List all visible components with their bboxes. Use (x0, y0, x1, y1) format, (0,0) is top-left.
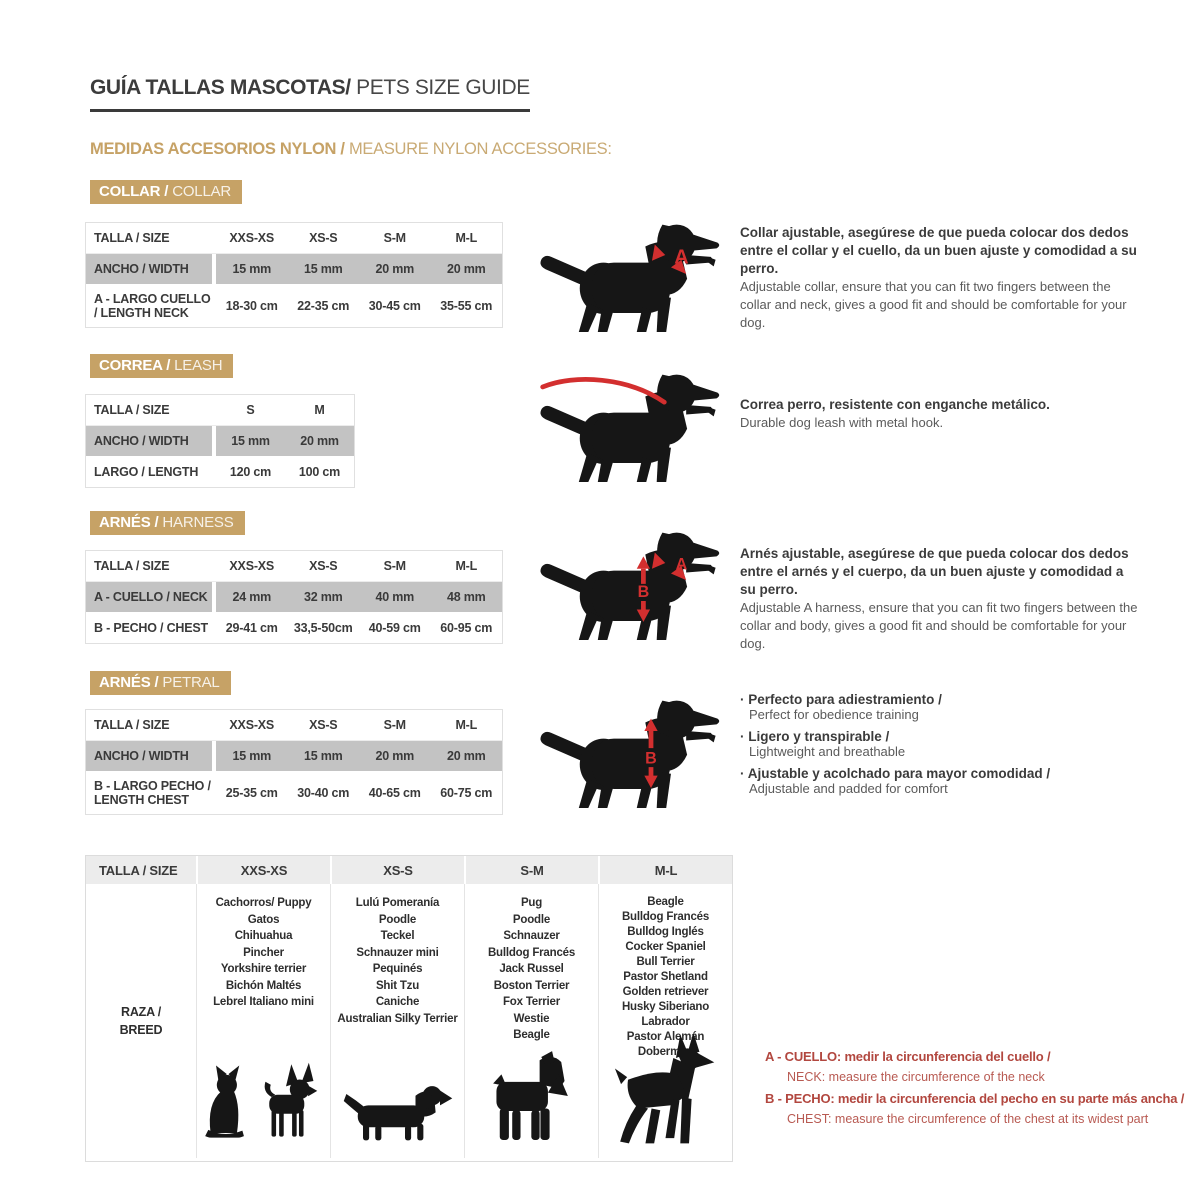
collar-size-table: TALLA / SIZE XXS-XS XS-S S-M M-L ANCHO /… (85, 222, 503, 328)
collar-description: Collar ajustable, asegúrese de que pueda… (740, 225, 1137, 330)
dog-silhouette-icon: A (537, 212, 727, 336)
chihuahua-icon (254, 1053, 318, 1141)
feature-item: Perfecto para adiestramiento / Perfect f… (740, 692, 1140, 722)
table-row-width: ANCHO / WIDTH 15 mm 15 mm 20 mm 20 mm (86, 254, 502, 285)
dog-silhouette-icon: B (537, 688, 727, 812)
petral-section-badge: ARNÉS / PETRAL (90, 671, 231, 695)
table-row-length: LARGO / LENGTH 120 cm 100 cm (94, 465, 341, 479)
leash-description: Correa perro, resistente con enganche me… (740, 397, 1050, 430)
page-title-es: GUÍA TALLAS MASCOTAS/ (90, 76, 351, 99)
footnote-neck-es: A - CUELLO: medir la circunferencia del … (765, 1049, 1051, 1064)
breed-row-label: RAZA / BREED (119, 1005, 163, 1037)
measuring-footnotes: A - CUELLO: medir la circunferencia del … (765, 1046, 1185, 1130)
dog-silhouette-icon (540, 362, 727, 486)
dog-silhouette-icon: A B (537, 520, 727, 644)
petral-feature-list: Perfecto para adiestramiento / Perfect f… (740, 692, 1140, 803)
feature-item: Ligero y transpirable / Lightweight and … (740, 729, 1140, 759)
leash-line (540, 377, 667, 405)
collar-dog-illustration: A (537, 212, 727, 336)
dachshund-icon (342, 1073, 454, 1143)
table-header-row: TALLA / SIZE XXS-XS XS-S S-M M-L (86, 551, 502, 582)
doberman-icon (599, 1031, 725, 1153)
breed-table: TALLA / SIZE XXS-XS XS-S S-M M-L RAZA / … (85, 855, 733, 1162)
breed-list-m-l: Beagle Bulldog Francés Bulldog Inglés Cocke… (598, 884, 732, 1158)
subtitle-en: MEASURE NYLON ACCESSORIES: (344, 140, 612, 158)
cat-icon (192, 1049, 254, 1141)
harness-section-badge: ARNÉS / HARNESS (90, 511, 245, 535)
table-row-neck: A - CUELLO / NECK 24 mm 32 mm 40 mm 48 m… (86, 582, 502, 613)
leash-section-badge: CORREA / LEASH (90, 354, 234, 378)
petral-dog-illustration: B (537, 688, 727, 812)
breed-table-header: TALLA / SIZE XXS-XS XS-S S-M M-L (86, 856, 732, 884)
harness-description: Arnés ajustable, asegúrese de que pueda … (740, 546, 1138, 651)
harness-dog-illustration: A B (537, 520, 727, 644)
leash-dog-illustration (537, 362, 727, 486)
page-subtitle: MEDIDAS ACCESORIOS NYLON / MEASURE NYLON… (90, 140, 612, 159)
harness-size-table: TALLA / SIZE XXS-XS XS-S S-M M-L A - CUE… (85, 550, 503, 644)
breed-list-xs-s: Lulú Pomeranía Poodle Teckel Schnauzer mini… (330, 884, 464, 1158)
footnote-chest-en: CHEST: measure the circumference of the … (787, 1112, 1149, 1126)
collar-section-badge: COLLAR / COLLAR (90, 180, 243, 204)
footnote-chest-es: B - PECHO: medir la circunferencia del p… (765, 1091, 1185, 1106)
breed-list-xxs-xs: Cachorros/ Puppy Gatos Chihuahua Pincher Yor… (196, 884, 330, 1158)
page-title: GUÍA TALLAS MASCOTAS/ PETS SIZE GUIDE (90, 76, 530, 112)
table-row-width: ANCHO / WIDTH 15 mm 15 mm 20 mm 20 mm (86, 741, 502, 772)
table-row-width: ANCHO / WIDTH 15 mm 20 mm (86, 426, 354, 457)
chest-marker-letter: B (638, 583, 650, 601)
feature-item: Ajustable y acolchado para mayor comodid… (740, 766, 1140, 796)
chest-marker-letter: B (645, 749, 657, 767)
leash-size-table: TALLA / SIZE S M ANCHO / WIDTH 15 mm 20 … (85, 394, 355, 488)
table-row-chest-length: B - LARGO PECHO / LENGTH CHEST 25-35 cm … (94, 779, 493, 807)
breed-list-s-m: Pug Poodle Schnauzer Bulldog Francés Jack Ru… (464, 884, 598, 1158)
table-header-row: TALLA / SIZE XXS-XS XS-S S-M M-L (86, 223, 502, 254)
table-row-neck-length: A - LARGO CUELLO / LENGTH NECK 18-30 cm … (94, 292, 493, 320)
table-header-row: TALLA / SIZE XXS-XS XS-S S-M M-L (86, 710, 502, 741)
table-row-chest: B - PECHO / CHEST 29-41 cm 33,5-50cm 40-… (94, 621, 493, 635)
footnote-neck-en: NECK: measure the circumference of the n… (787, 1070, 1045, 1084)
breed-table-body: RAZA / BREED Cachorros/ Puppy Gatos Chihua… (86, 884, 732, 1158)
table-header-row: TALLA / SIZE S M (86, 395, 354, 426)
subtitle-es: MEDIDAS ACCESORIOS NYLON / (90, 140, 345, 158)
page-title-en: PETS SIZE GUIDE (350, 76, 530, 99)
petral-size-table: TALLA / SIZE XXS-XS XS-S S-M M-L ANCHO /… (85, 709, 503, 815)
schnauzer-icon (480, 1047, 576, 1145)
